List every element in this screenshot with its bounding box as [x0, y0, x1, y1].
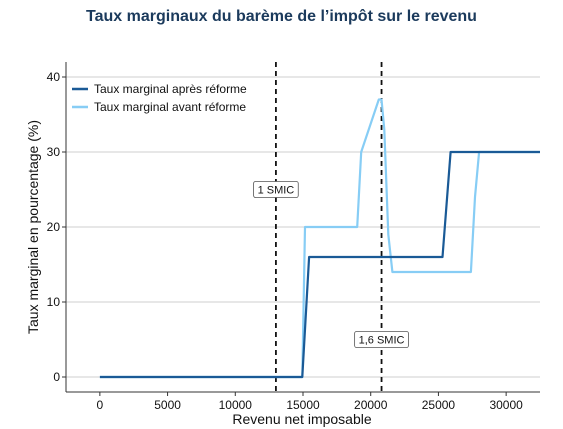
y-tick-label: 10 [47, 295, 61, 309]
series-lines [99, 98, 540, 379]
x-tick-label: 25000 [422, 398, 456, 412]
x-tick-label: 15000 [286, 398, 320, 412]
y-tick-label: 0 [53, 370, 60, 384]
legend-label: Taux marginal après réforme [94, 82, 247, 96]
chart-title: Taux marginaux du barème de l’impôt sur … [86, 8, 477, 25]
annotation-box [354, 331, 409, 348]
legend-label: Taux marginal avant réforme [94, 100, 246, 114]
annotation-labels: 1 SMIC 1,6 SMIC [253, 181, 409, 348]
x-tick-label: 20000 [354, 398, 388, 412]
y-tick-label: 40 [47, 70, 61, 84]
annotation-label: 1 SMIC [258, 185, 295, 197]
x-axis-label: Revenu net imposable [232, 411, 372, 427]
series-line [99, 98, 540, 379]
y-tick-label: 30 [47, 145, 61, 159]
y-axis-label: Taux marginal en pourcentage (%) [25, 120, 41, 334]
x-tick-label: 30000 [489, 398, 523, 412]
x-tick-label: 0 [97, 398, 104, 412]
x-tick-label: 5000 [154, 398, 181, 412]
y-tick-label: 20 [47, 220, 61, 234]
legend: Taux marginal après réforme Taux marginal… [72, 82, 247, 114]
x-tick-label: 10000 [219, 398, 253, 412]
annotation-box [253, 181, 299, 198]
annotation-label: 1,6 SMIC [359, 335, 405, 347]
series-line [99, 150, 540, 379]
axes: 0 10 20 30 40 0 5000 10000 15000 20000 25000 30000 [47, 62, 540, 412]
annotation-lines [275, 62, 383, 392]
